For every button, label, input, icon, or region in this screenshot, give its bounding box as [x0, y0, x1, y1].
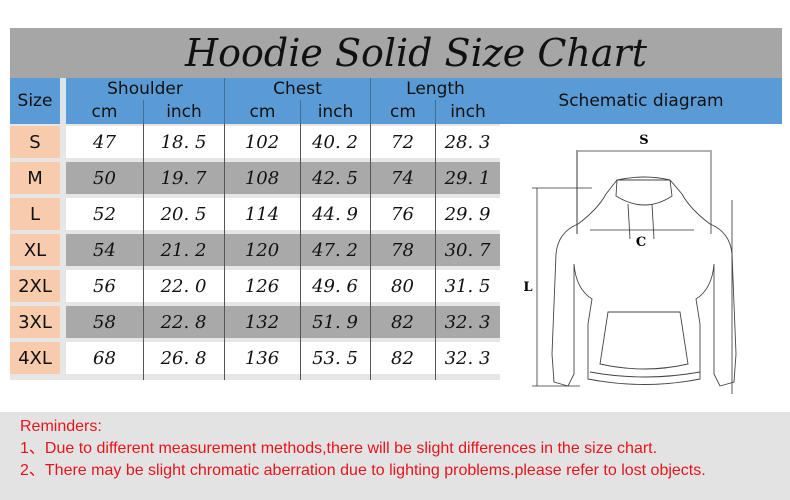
unit-header: cm	[370, 100, 435, 124]
table-cell: 28. 3	[444, 131, 491, 153]
hoodie-schematic: S C L	[523, 133, 737, 394]
unit-header: inch	[143, 100, 224, 124]
table-cell: 53. 5	[312, 347, 358, 369]
reminders-box: Reminders: 1、Due to different measuremen…	[0, 412, 790, 500]
table-cell: 30. 7	[444, 239, 491, 261]
reminders-heading: Reminders:	[20, 418, 102, 435]
unit-header: cm	[66, 100, 143, 124]
table-cell: 40. 2	[312, 131, 358, 153]
table-cell: 44. 9	[312, 203, 358, 225]
table-cell: 68	[93, 347, 116, 369]
table-cell: 51. 9	[312, 311, 358, 333]
table-cell: 126	[244, 275, 280, 297]
table-row	[66, 342, 500, 374]
table-cell: 56	[93, 275, 116, 297]
size-label: 4XL	[10, 342, 60, 374]
unit-header: cm	[224, 100, 300, 124]
table-cell: 82	[391, 311, 414, 333]
table-cell: 22. 0	[160, 275, 207, 297]
unit-header: inch	[435, 100, 500, 124]
table-cell: 32. 3	[444, 347, 491, 369]
table-cell: 132	[244, 311, 280, 333]
size-label: XL	[10, 234, 60, 266]
column-divider	[143, 124, 144, 380]
table-cell: 114	[244, 203, 280, 225]
chest-header: Chest	[224, 78, 370, 100]
table-cell: 22. 8	[160, 311, 207, 333]
table-cell: 47. 2	[312, 239, 358, 261]
column-divider	[435, 124, 436, 380]
header-gap	[60, 78, 66, 124]
table-cell: 31. 5	[444, 275, 491, 297]
table-row	[66, 162, 500, 194]
unit-header: inch	[300, 100, 370, 124]
schematic-header: Schematic diagram	[500, 78, 782, 124]
reminder-item: 2、There may be slight chromatic aberrati…	[20, 462, 706, 479]
table-cell: 52	[93, 203, 116, 225]
table-cell: 18. 5	[160, 131, 207, 153]
table-cell: 120	[244, 239, 280, 261]
table-cell: 26. 8	[160, 347, 207, 369]
column-divider	[224, 124, 225, 380]
table-cell: 29. 9	[444, 203, 491, 225]
size-label: 2XL	[10, 270, 60, 302]
size-label: 3XL	[10, 306, 60, 338]
length-label: L	[523, 280, 532, 295]
table-cell: 54	[93, 239, 116, 261]
length-header: Length	[370, 78, 500, 100]
column-divider	[370, 124, 371, 380]
table-row	[66, 306, 500, 338]
table-cell: 136	[244, 347, 280, 369]
table-cell: 29. 1	[444, 167, 491, 189]
size-label: S	[10, 126, 60, 158]
table-cell: 72	[391, 131, 414, 153]
chart-title: Hoodie Solid Size Chart	[185, 31, 647, 75]
table-row	[66, 270, 500, 302]
table-cell: 21. 2	[160, 239, 207, 261]
shoulder-header: Shoulder	[66, 78, 224, 100]
table-cell: 19. 7	[160, 167, 207, 189]
table-cell: 42. 5	[312, 167, 358, 189]
table-row	[66, 234, 500, 266]
size-header: Size	[10, 78, 60, 124]
table-cell: 102	[244, 131, 280, 153]
title-bar: Hoodie Solid Size Chart	[10, 28, 782, 78]
table-row	[66, 126, 500, 158]
chest-label: C	[636, 235, 646, 250]
table-cell: 50	[93, 167, 116, 189]
column-divider	[300, 124, 301, 380]
table-cell: 78	[391, 239, 414, 261]
table-cell: 47	[93, 131, 116, 153]
table-cell: 80	[391, 275, 414, 297]
table-cell: 82	[391, 347, 414, 369]
table-cell: 74	[391, 167, 414, 189]
size-label: M	[10, 162, 60, 194]
table-cell: 49. 6	[312, 275, 358, 297]
size-label: L	[10, 198, 60, 230]
hoodie-outline-icon	[551, 179, 737, 387]
table-cell: 58	[93, 311, 116, 333]
table-row	[66, 198, 500, 230]
table-cell: 32. 3	[444, 311, 491, 333]
table-cell: 76	[391, 203, 414, 225]
table-cell: 108	[244, 167, 280, 189]
table-cell: 20. 5	[160, 203, 207, 225]
shoulder-label: S	[639, 133, 648, 148]
reminder-item: 1、Due to different measurement methods,t…	[20, 440, 658, 457]
